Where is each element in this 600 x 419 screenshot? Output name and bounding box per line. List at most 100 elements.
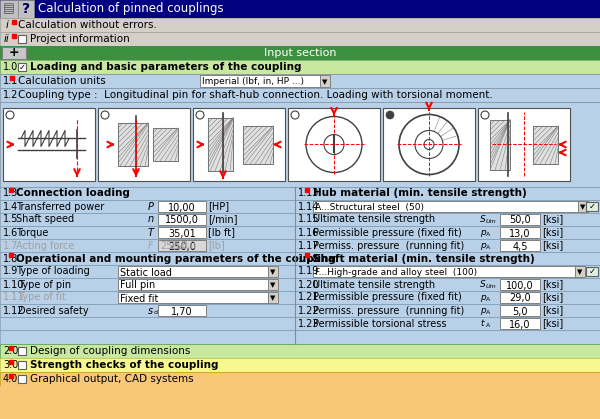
Bar bbox=[18, 347, 26, 355]
Text: Imperial (lbf, in, HP ...): Imperial (lbf, in, HP ...) bbox=[202, 78, 304, 86]
Text: d: d bbox=[154, 310, 158, 315]
Bar bbox=[208, 118, 233, 171]
Text: Calculation without errors.: Calculation without errors. bbox=[18, 20, 157, 30]
Text: n: n bbox=[148, 215, 154, 225]
Text: s: s bbox=[148, 305, 153, 316]
Text: 1.3: 1.3 bbox=[3, 189, 18, 199]
Text: ✓: ✓ bbox=[589, 202, 595, 211]
Text: Permissible pressure (fixed fit): Permissible pressure (fixed fit) bbox=[313, 228, 462, 238]
Bar bbox=[320, 75, 330, 87]
Bar bbox=[0, 0, 600, 18]
Text: 13,0: 13,0 bbox=[509, 228, 531, 238]
Bar bbox=[200, 75, 320, 87]
Text: 1.15: 1.15 bbox=[298, 215, 320, 225]
Bar bbox=[0, 213, 295, 226]
Text: Torque: Torque bbox=[16, 228, 49, 238]
Bar bbox=[0, 344, 600, 358]
Bar bbox=[586, 202, 598, 211]
Text: Type of loading: Type of loading bbox=[16, 266, 90, 277]
Text: 2.0: 2.0 bbox=[3, 346, 19, 356]
Text: Project information: Project information bbox=[30, 34, 130, 44]
Text: 1.23: 1.23 bbox=[298, 318, 320, 328]
Text: [HP]: [HP] bbox=[208, 202, 229, 212]
Text: Shaft speed: Shaft speed bbox=[16, 215, 74, 225]
Bar bbox=[0, 226, 295, 239]
Text: Loading and basic parameters of the coupling: Loading and basic parameters of the coup… bbox=[30, 62, 302, 72]
Text: ?: ? bbox=[22, 2, 30, 16]
Text: P: P bbox=[148, 202, 154, 212]
Bar bbox=[295, 187, 600, 200]
Text: Coupling type :  Longitudinal pin for shaft-hub connection. Loading with torsion: Coupling type : Longitudinal pin for sha… bbox=[18, 90, 493, 100]
Text: 1.13: 1.13 bbox=[298, 189, 319, 199]
Bar bbox=[0, 18, 600, 32]
Text: 1.18: 1.18 bbox=[298, 253, 319, 264]
Text: 1,70: 1,70 bbox=[171, 307, 193, 316]
Text: 1.21: 1.21 bbox=[298, 292, 320, 303]
Bar bbox=[0, 88, 600, 102]
Bar bbox=[500, 214, 540, 225]
Text: 1.5: 1.5 bbox=[3, 215, 19, 225]
Text: [ksi]: [ksi] bbox=[542, 318, 563, 328]
Bar bbox=[0, 291, 295, 304]
Bar bbox=[243, 126, 273, 164]
Text: Fixed fit: Fixed fit bbox=[120, 293, 158, 303]
Text: ▼: ▼ bbox=[271, 295, 275, 302]
Text: T: T bbox=[148, 228, 154, 238]
Bar bbox=[500, 240, 540, 251]
Bar bbox=[0, 317, 600, 330]
Text: p: p bbox=[480, 293, 486, 302]
Text: 5,0: 5,0 bbox=[512, 307, 528, 316]
Bar bbox=[533, 126, 558, 164]
Text: Strength checks of the coupling: Strength checks of the coupling bbox=[30, 360, 218, 370]
Bar bbox=[500, 305, 540, 316]
Text: Transferred power: Transferred power bbox=[16, 202, 104, 212]
Text: 29,0: 29,0 bbox=[509, 293, 531, 303]
Text: Full pin: Full pin bbox=[120, 280, 155, 290]
Bar bbox=[0, 372, 600, 386]
Text: 1.6: 1.6 bbox=[3, 228, 18, 238]
Text: 1.4: 1.4 bbox=[3, 202, 18, 212]
Bar bbox=[158, 214, 206, 225]
Text: Calculation of pinned couplings: Calculation of pinned couplings bbox=[38, 3, 224, 16]
Bar bbox=[0, 60, 600, 74]
Bar bbox=[98, 108, 190, 181]
Text: 35,01: 35,01 bbox=[168, 228, 196, 238]
Bar bbox=[0, 74, 600, 88]
Text: A: A bbox=[486, 232, 490, 237]
Bar bbox=[500, 318, 540, 329]
Text: A: A bbox=[486, 310, 490, 315]
Bar bbox=[478, 108, 570, 181]
Text: F...High-grade and alloy steel  (100): F...High-grade and alloy steel (100) bbox=[315, 268, 477, 277]
Bar bbox=[295, 213, 600, 226]
Bar bbox=[153, 128, 178, 161]
Bar bbox=[490, 120, 510, 170]
Text: ▼: ▼ bbox=[580, 204, 586, 210]
Bar bbox=[18, 0, 34, 18]
Text: 1.7: 1.7 bbox=[3, 241, 19, 251]
Text: 4.0: 4.0 bbox=[3, 374, 18, 384]
Text: Um: Um bbox=[486, 284, 497, 289]
Text: 1.20: 1.20 bbox=[298, 279, 320, 290]
Bar bbox=[295, 239, 600, 252]
Text: 100,0: 100,0 bbox=[506, 280, 534, 290]
Bar bbox=[288, 108, 380, 181]
Bar bbox=[0, 358, 600, 372]
Text: Hub material (min. tensile strength): Hub material (min. tensile strength) bbox=[313, 189, 527, 199]
Text: A: A bbox=[486, 323, 490, 328]
Text: Calculation units: Calculation units bbox=[18, 76, 106, 86]
Text: 1.10: 1.10 bbox=[3, 279, 25, 290]
Bar bbox=[295, 252, 600, 265]
Bar bbox=[0, 252, 295, 265]
Bar bbox=[0, 0, 18, 18]
Text: p: p bbox=[480, 241, 486, 250]
Bar bbox=[0, 330, 600, 344]
Text: 1.22: 1.22 bbox=[298, 305, 320, 316]
Bar bbox=[18, 35, 26, 43]
Text: Acting force: Acting force bbox=[16, 241, 74, 251]
Text: 10,00: 10,00 bbox=[168, 202, 196, 212]
Bar bbox=[500, 227, 540, 238]
Text: ✓: ✓ bbox=[589, 267, 595, 276]
Text: [ksi]: [ksi] bbox=[542, 228, 563, 238]
Text: +: + bbox=[8, 47, 19, 59]
Bar bbox=[295, 265, 600, 278]
